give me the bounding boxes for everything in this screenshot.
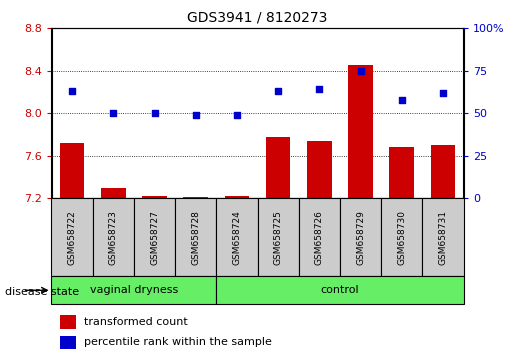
Text: GSM658731: GSM658731: [438, 210, 448, 265]
Text: GSM658728: GSM658728: [191, 210, 200, 265]
Text: GSM658729: GSM658729: [356, 210, 365, 265]
Bar: [52, 198, 93, 276]
Bar: [266, 137, 290, 198]
Text: GSM658723: GSM658723: [109, 210, 118, 265]
Bar: [60, 315, 76, 329]
Bar: [175, 198, 216, 276]
Point: [315, 87, 323, 92]
Bar: [389, 147, 414, 198]
Text: GSM658727: GSM658727: [150, 210, 159, 265]
Point: [109, 110, 117, 116]
Bar: [93, 198, 134, 276]
Text: GSM658724: GSM658724: [232, 210, 242, 264]
Bar: [340, 198, 381, 276]
Text: transformed count: transformed count: [84, 317, 188, 327]
Text: percentile rank within the sample: percentile rank within the sample: [84, 337, 272, 348]
Bar: [348, 65, 373, 198]
Point: [274, 88, 282, 94]
Bar: [422, 198, 464, 276]
Text: GDS3941 / 8120273: GDS3941 / 8120273: [187, 11, 328, 25]
Bar: [134, 198, 175, 276]
Point: [439, 90, 447, 96]
Bar: [216, 198, 258, 276]
Bar: [216, 276, 464, 304]
Point: [68, 88, 76, 94]
Text: vaginal dryness: vaginal dryness: [90, 285, 178, 295]
Bar: [431, 145, 455, 198]
Text: GSM658722: GSM658722: [67, 210, 77, 264]
Point: [150, 110, 159, 116]
Bar: [307, 141, 332, 198]
Bar: [381, 198, 422, 276]
Bar: [225, 196, 249, 198]
Bar: [52, 276, 216, 304]
Text: GSM658726: GSM658726: [315, 210, 324, 265]
Text: GSM658730: GSM658730: [397, 210, 406, 265]
Bar: [258, 198, 299, 276]
Point: [356, 68, 365, 74]
Bar: [183, 197, 208, 198]
Point: [233, 112, 241, 118]
Text: control: control: [320, 285, 359, 295]
Bar: [60, 143, 84, 198]
Bar: [299, 198, 340, 276]
Point: [192, 112, 200, 118]
Bar: [60, 336, 76, 349]
Bar: [142, 196, 167, 198]
Point: [398, 97, 406, 103]
Bar: [101, 188, 126, 198]
Text: GSM658725: GSM658725: [273, 210, 283, 265]
Text: disease state: disease state: [5, 287, 79, 297]
